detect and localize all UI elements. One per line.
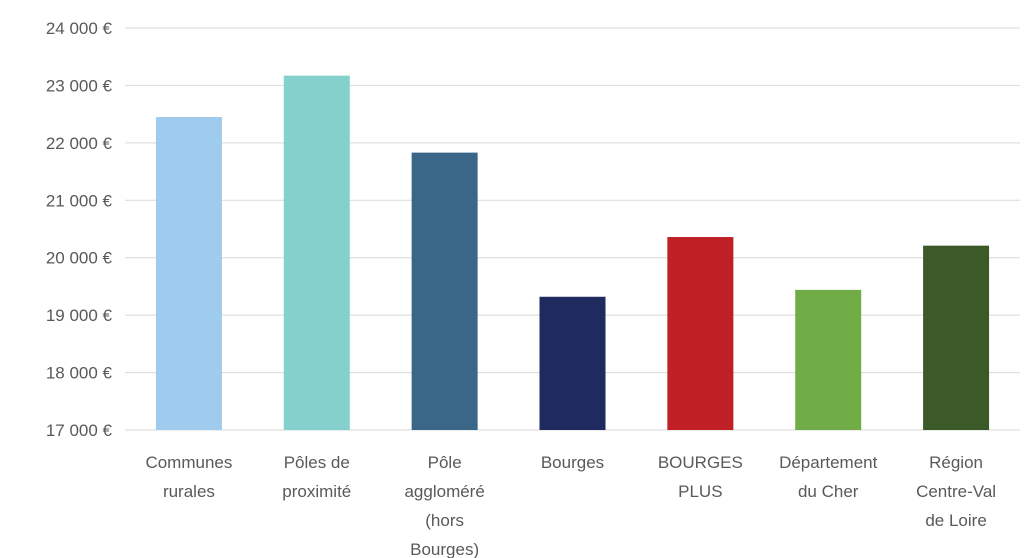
y-tick-label: 21 000 € bbox=[46, 191, 113, 210]
bar bbox=[923, 245, 990, 430]
x-tick-label: Région Centre-Val de Loire bbox=[916, 453, 996, 530]
y-tick-label: 18 000 € bbox=[46, 364, 113, 383]
y-tick-label: 20 000 € bbox=[46, 249, 113, 268]
x-tick-label: Communes rurales bbox=[145, 453, 232, 501]
bar bbox=[155, 117, 222, 430]
y-tick-label: 17 000 € bbox=[46, 421, 113, 440]
bar bbox=[795, 289, 862, 430]
x-tick-label: Pôle aggloméré (hors Bourges) bbox=[404, 453, 484, 558]
y-tick-label: 23 000 € bbox=[46, 76, 113, 95]
x-tick-label: BOURGES PLUS bbox=[658, 453, 743, 501]
x-tick-label: Bourges bbox=[541, 453, 604, 472]
bar bbox=[411, 152, 478, 430]
x-tick-label: Pôles de proximité bbox=[282, 453, 351, 501]
y-tick-label: 19 000 € bbox=[46, 306, 113, 325]
y-tick-label: 24 000 € bbox=[46, 19, 113, 38]
x-tick-label: Département du Cher bbox=[779, 453, 878, 501]
bar bbox=[283, 75, 350, 430]
bar bbox=[539, 296, 606, 430]
bar bbox=[667, 237, 734, 430]
y-tick-label: 22 000 € bbox=[46, 134, 113, 153]
